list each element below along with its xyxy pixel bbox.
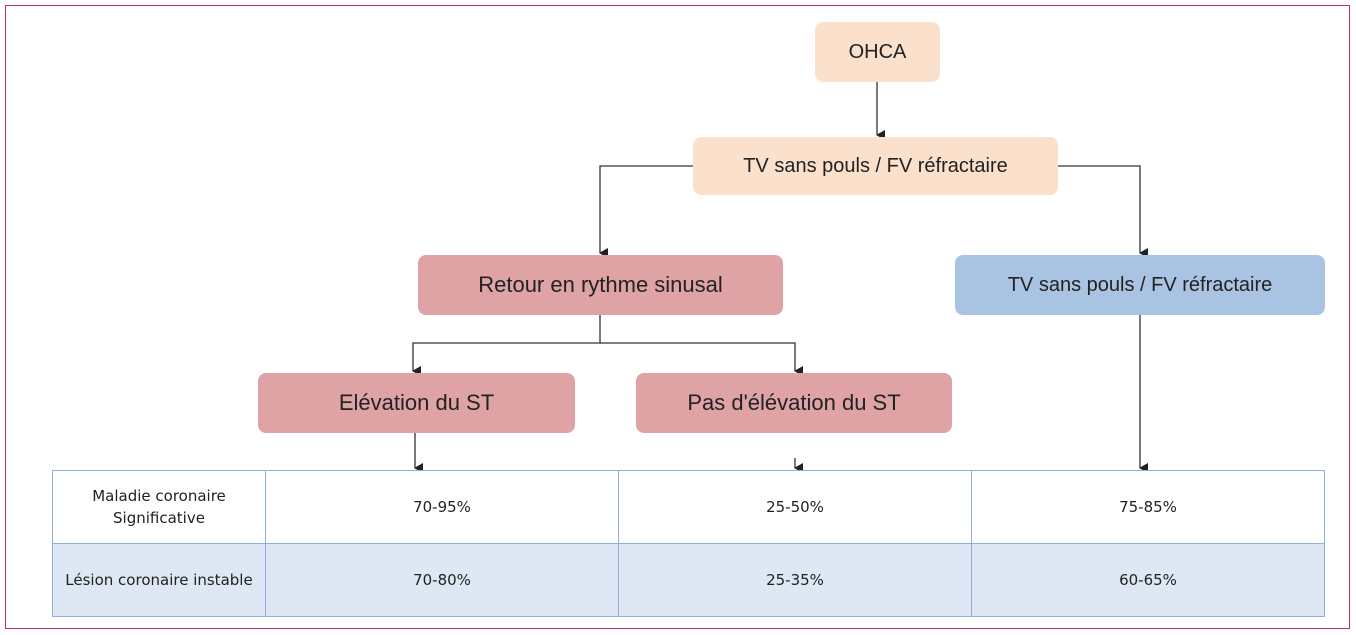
node: Elévation du ST (258, 373, 575, 433)
arrow (1058, 165, 1148, 258)
cell: 75-85% (971, 470, 1325, 544)
row-header: Maladie coronaire Significative (52, 470, 266, 544)
arrow (600, 342, 803, 376)
table-row: Lésion coronaire instable 70-80% 25-35% … (52, 543, 1325, 617)
node: TV sans pouls / FV réfractaire (693, 137, 1058, 195)
node: TV sans pouls / FV réfractaire (955, 255, 1325, 315)
results-table: Maladie coronaire Significative 70-95% 2… (52, 470, 1325, 617)
arrow (599, 165, 693, 258)
node: Retour en rythme sinusal (418, 255, 783, 315)
cell: 60-65% (971, 543, 1325, 617)
frame (5, 5, 1350, 629)
cell: 25-35% (618, 543, 972, 617)
node: Pas d'élévation du ST (636, 373, 952, 433)
cell: 25-50% (618, 470, 972, 544)
cell: 70-80% (265, 543, 619, 617)
row-header: Lésion coronaire instable (52, 543, 266, 617)
node: OHCA (815, 22, 940, 82)
table-row: Maladie coronaire Significative 70-95% 2… (52, 470, 1325, 544)
arrow (412, 315, 601, 376)
cell: 70-95% (265, 470, 619, 544)
